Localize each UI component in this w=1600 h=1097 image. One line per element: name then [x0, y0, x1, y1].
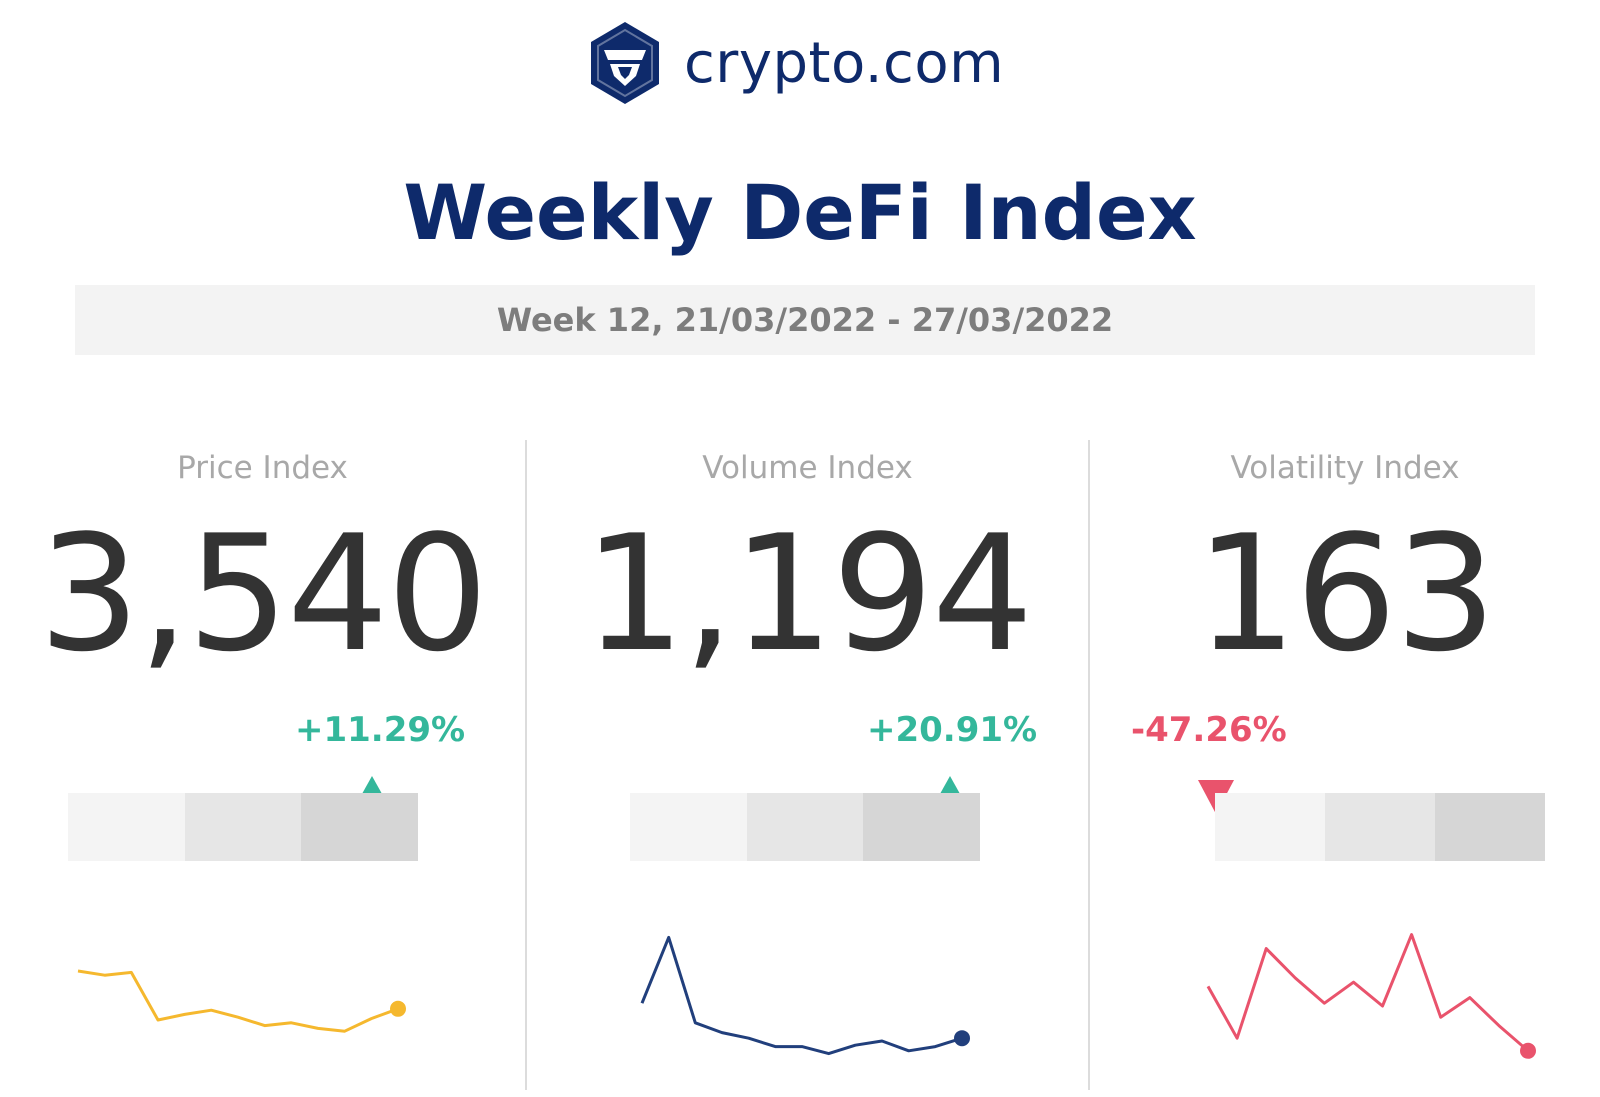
volume-index-panel: Volume Index 1,194 +20.91% — [527, 440, 1088, 1090]
sparkline-endpoint — [954, 1030, 970, 1047]
volume-index-value: 1,194 — [583, 500, 1033, 687]
volatility-index-panel: Volatility Index 163 -47.26% — [1090, 440, 1600, 1090]
price-index-value: 3,540 — [38, 500, 488, 687]
price-index-change: +11.29% — [295, 710, 466, 750]
scale-segment-mid — [746, 793, 864, 861]
price-index-sparkline — [77, 969, 406, 1033]
scale-segment-low — [1215, 793, 1325, 861]
volume-index-sparkline — [640, 935, 970, 1056]
week-banner: Week 12, 21/03/2022 - 27/03/2022 — [75, 285, 1535, 355]
scale-segment-high — [863, 793, 981, 861]
page-title: Weekly DeFi Index — [403, 168, 1197, 257]
column-divider — [1088, 440, 1090, 1090]
volatility-index-label: Volatility Index — [1230, 450, 1460, 486]
scale-segment-low — [630, 793, 747, 861]
scale-segment-low — [68, 793, 185, 861]
column-divider — [525, 440, 527, 1090]
volatility-index-scale — [1215, 793, 1545, 861]
volatility-index-sparkline — [1206, 933, 1536, 1059]
sparkline-series — [640, 935, 963, 1056]
price-index-panel: Price Index 3,540 +11.29% — [0, 440, 525, 1090]
sparkline-series — [1206, 933, 1529, 1052]
price-index-label: Price Index — [177, 450, 348, 486]
sparkline-endpoint — [1520, 1042, 1536, 1059]
brand-name: crypto.com — [684, 30, 1005, 96]
scale-segment-mid — [184, 793, 302, 861]
volatility-index-change: -47.26% — [1131, 710, 1287, 750]
volume-index-change: +20.91% — [867, 710, 1038, 750]
scale-segment-high — [1435, 793, 1545, 861]
crypto-lion-icon — [591, 22, 659, 104]
week-range: Week 12, 21/03/2022 - 27/03/2022 — [496, 301, 1114, 339]
logo: crypto.com — [588, 20, 1004, 106]
volume-index-label: Volume Index — [702, 450, 913, 486]
sparkline-series — [77, 969, 399, 1033]
volatility-index-value: 163 — [1195, 500, 1496, 687]
scale-segment-mid — [1325, 793, 1435, 861]
sparkline-endpoint — [390, 1000, 406, 1017]
volume-index-scale — [630, 793, 981, 861]
scale-segment-high — [301, 793, 419, 861]
price-index-scale — [68, 793, 419, 861]
